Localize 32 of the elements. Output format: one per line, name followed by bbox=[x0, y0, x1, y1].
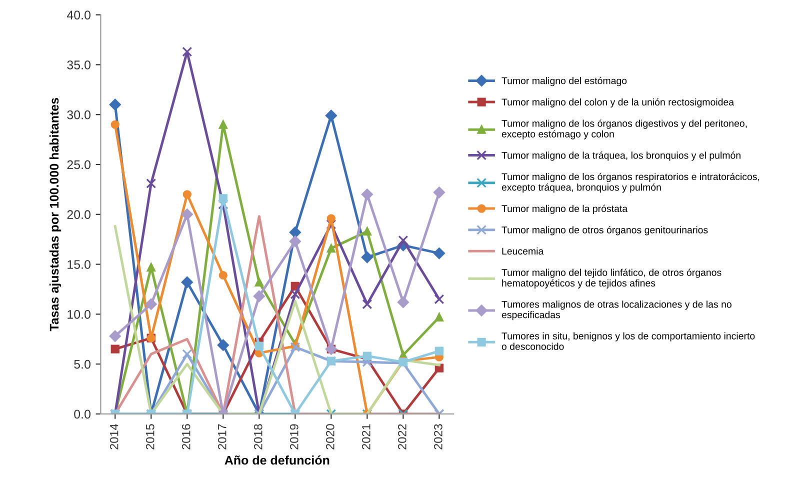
y-tick-label: 25.0 bbox=[67, 160, 90, 170]
y-axis-title: Tasas ajustadas por 100.000 habitantes bbox=[49, 98, 62, 332]
legend-label: Tumor maligno del colon y de la unión rectosigmoidea bbox=[502, 98, 734, 108]
y-tick-label: 30.0 bbox=[67, 110, 90, 120]
y-tick-label: 35.0 bbox=[67, 60, 90, 70]
x-tick-label: 2022 bbox=[398, 424, 406, 450]
y-tick-label: 20.0 bbox=[67, 210, 90, 220]
legend-label: Tumor maligno de los órganos digestivos y del peritoneo, excepto estómago y colon bbox=[502, 120, 747, 140]
x-tick-label: 2020 bbox=[326, 424, 334, 450]
legend-label: Tumores in situ, benignos y los de comportamiento incierto o desconocido bbox=[502, 332, 755, 350]
legend-label: Tumores malignos de otras localizaciones y de las no especificadas bbox=[502, 300, 732, 320]
x-tick-label: 2023 bbox=[434, 424, 442, 450]
x-tick-label: 2017 bbox=[218, 424, 226, 450]
x-tick-label: 2021 bbox=[362, 424, 370, 450]
x-tick-label: 2014 bbox=[110, 424, 118, 450]
legend-label: Tumor maligno de la próstata bbox=[502, 204, 628, 214]
y-tick-label: 40.0 bbox=[66, 10, 90, 20]
legend-label: Tumor maligno del estómago bbox=[502, 76, 627, 86]
legend-label: Tumor maligno de la tráquea, los bronquios y el pulmón bbox=[502, 152, 740, 161]
x-tick-label: 2015 bbox=[146, 424, 154, 450]
legend-label: Tumor maligno del tejido linfático, de otros órganos hematopoyéticos y de tejidos afines bbox=[502, 268, 722, 288]
legend-label: Tumor maligno de otros órganos genitourinarios bbox=[502, 226, 708, 236]
legend-label: Leucemia bbox=[502, 247, 544, 255]
y-tick-label: 15.0 bbox=[68, 260, 90, 269]
y-tick-label: 0.0 bbox=[74, 410, 90, 419]
legend-label: Tumor maligno de los órganos respiratorios e intratorácicos, excepto tráquea, bronquios y pulmón bbox=[502, 172, 760, 193]
x-tick-label: 2018 bbox=[254, 424, 262, 450]
y-tick-label: 10.0 bbox=[68, 310, 90, 319]
x-axis-title: Año de defunción bbox=[224, 455, 330, 465]
x-tick-label: 2019 bbox=[290, 424, 298, 450]
x-tick-label: 2016 bbox=[182, 424, 190, 450]
y-tick-label: 5.0 bbox=[74, 360, 90, 369]
